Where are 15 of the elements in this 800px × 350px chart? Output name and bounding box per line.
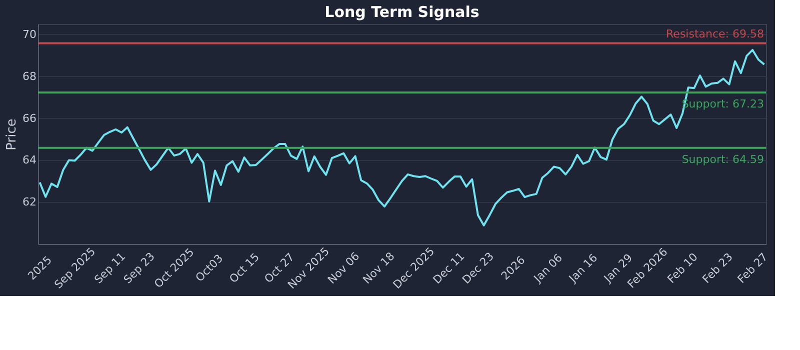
x-tick-label: Feb 23 [700, 250, 736, 286]
x-tick-label: Feb 27 [735, 250, 770, 286]
x-tick-label: Jan 06 [530, 251, 565, 286]
ref-line-label: Resistance: 69.58 [666, 27, 764, 40]
y-tick-label: 70 [22, 28, 36, 41]
y-tick-label: 68 [22, 70, 36, 83]
line-series [38, 48, 766, 226]
x-tick-label: Oct 15 [226, 250, 262, 286]
y-tick-label: 66 [22, 112, 36, 125]
y-axis-title: Price [4, 118, 20, 150]
ref-line-label: Support: 64.59 [682, 152, 764, 166]
y-tick-label: 64 [22, 154, 36, 167]
y-tick-label: 62 [22, 196, 36, 209]
chart-title: Long Term Signals [324, 3, 480, 21]
x-tick-label: Jan 16 [566, 251, 600, 286]
